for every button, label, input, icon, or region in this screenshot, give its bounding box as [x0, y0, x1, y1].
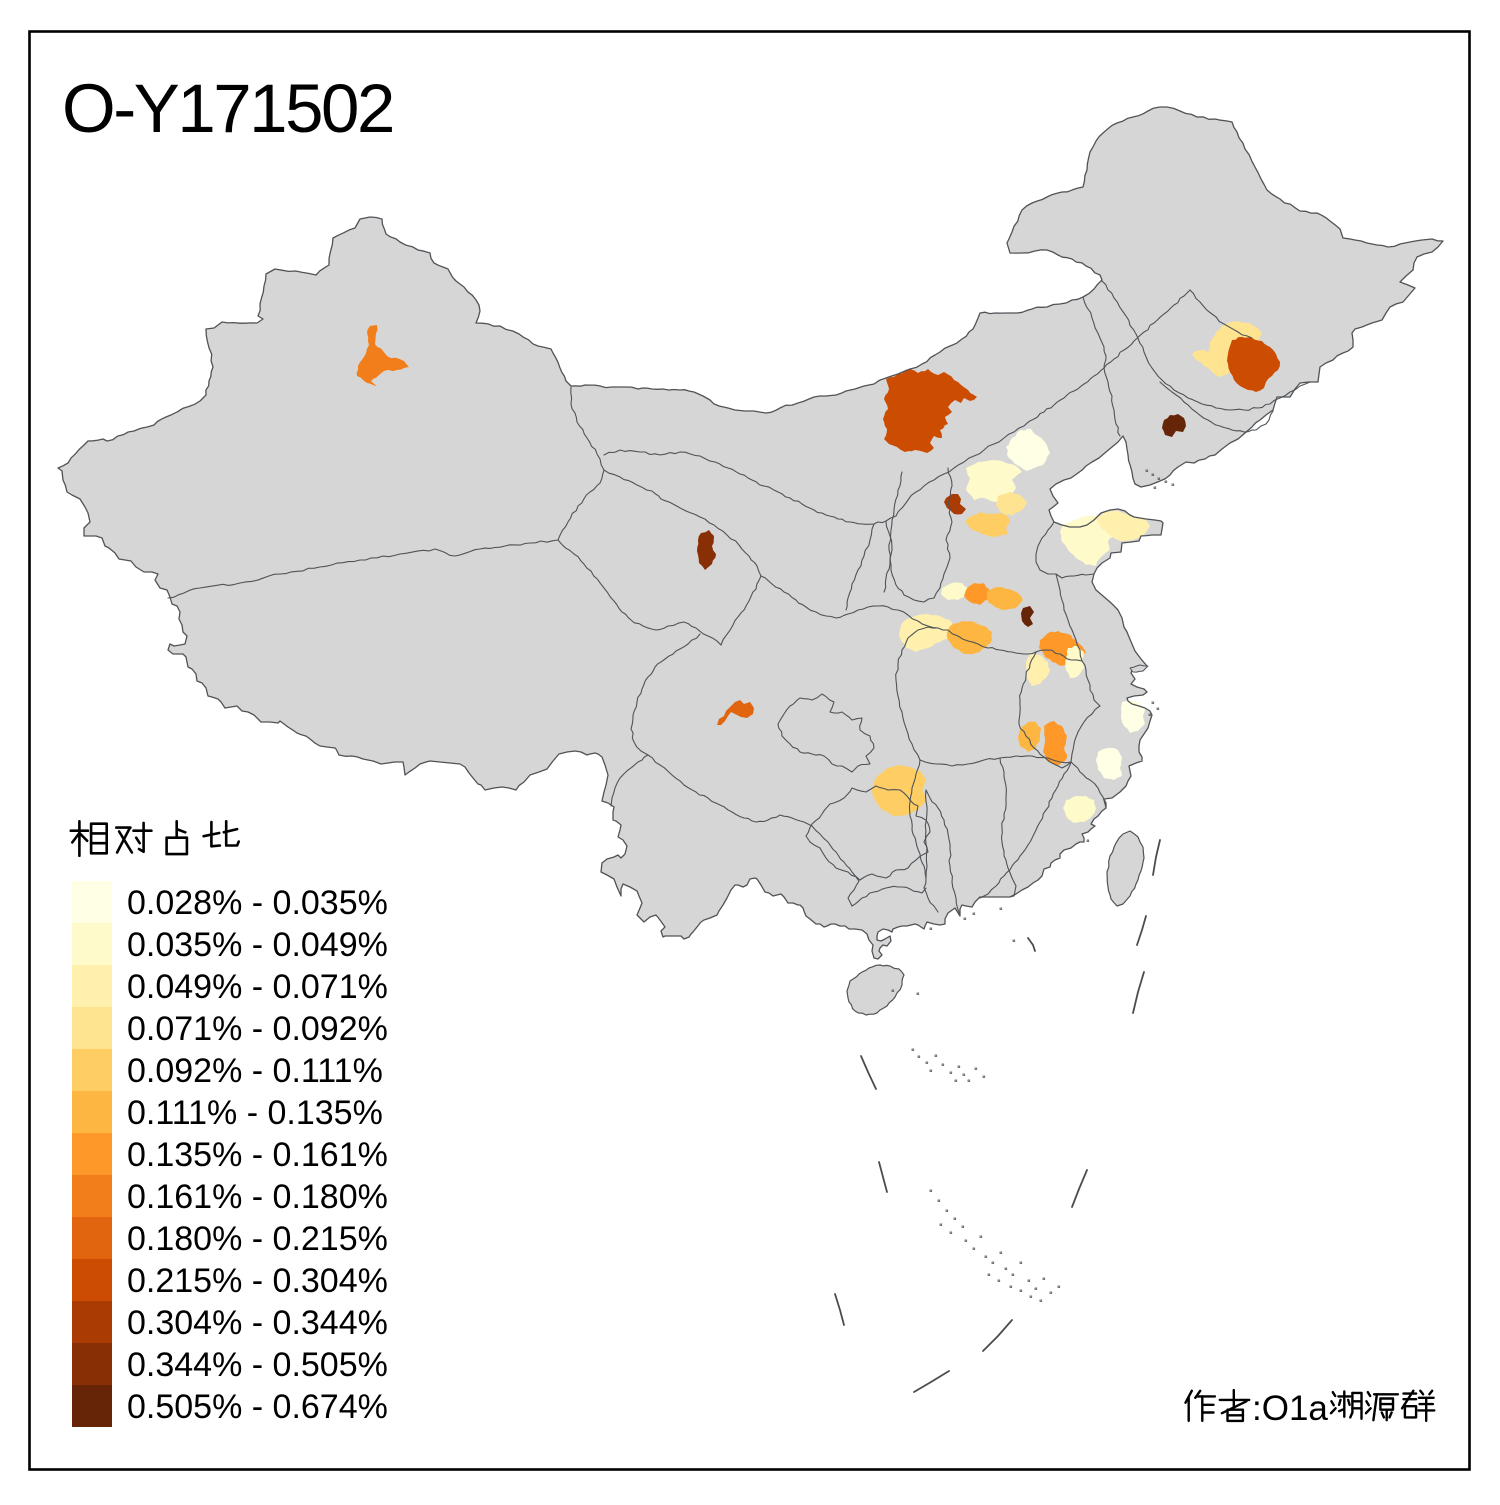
- svg-text:0.161% - 0.180%: 0.161% - 0.180%: [127, 1178, 388, 1216]
- svg-text:0.071% - 0.092%: 0.071% - 0.092%: [127, 1010, 388, 1048]
- svg-text:0.035% - 0.049%: 0.035% - 0.049%: [127, 926, 388, 964]
- svg-text:0.180% - 0.215%: 0.180% - 0.215%: [127, 1220, 388, 1258]
- svg-text:0.304% - 0.344%: 0.304% - 0.344%: [127, 1304, 388, 1342]
- svg-text::O1a: :O1a: [1252, 1389, 1328, 1428]
- svg-text:0.049% - 0.071%: 0.049% - 0.071%: [127, 968, 388, 1006]
- svg-text:O-Y171502: O-Y171502: [62, 70, 393, 147]
- svg-text:0.344% - 0.505%: 0.344% - 0.505%: [127, 1346, 388, 1384]
- svg-text:0.215% - 0.304%: 0.215% - 0.304%: [127, 1262, 388, 1300]
- svg-text:0.111% - 0.135%: 0.111% - 0.135%: [127, 1094, 383, 1132]
- svg-text:0.028% - 0.035%: 0.028% - 0.035%: [127, 884, 388, 922]
- svg-text:0.092% - 0.111%: 0.092% - 0.111%: [127, 1052, 383, 1090]
- svg-text:0.135% - 0.161%: 0.135% - 0.161%: [127, 1136, 388, 1174]
- svg-text:0.505% - 0.674%: 0.505% - 0.674%: [127, 1388, 388, 1426]
